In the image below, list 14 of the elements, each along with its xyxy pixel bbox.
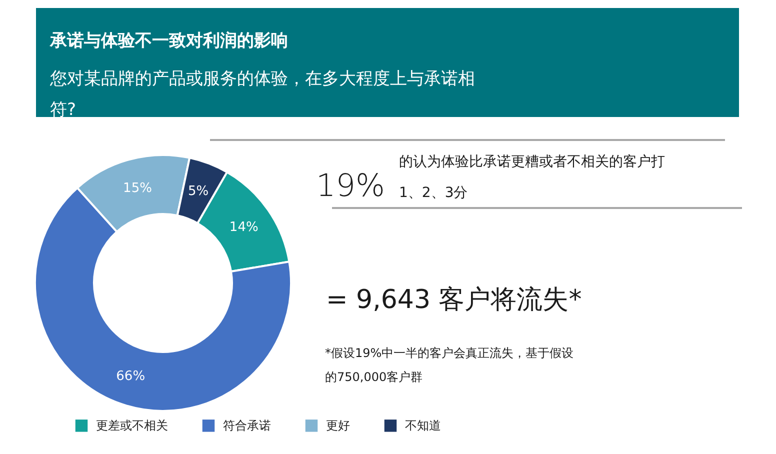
legend-label: 更好 — [326, 418, 350, 433]
legend-label: 符合承诺 — [223, 418, 271, 433]
text: 19% — [316, 168, 385, 204]
legend-label: 更差或不相关 — [96, 418, 168, 433]
text: 的认为体验比承诺更糟或者不相关的客户打1、2、3分 — [399, 153, 666, 203]
chart-subtitle: 您对某品牌的产品或服务的体验，在多大程度上与承诺相符? — [50, 68, 476, 122]
text: *假设19%中一半的客户会真正流失，基于假设的750,000客户群 — [325, 345, 575, 386]
data-label: 66% — [116, 369, 146, 384]
data-label: 14% — [229, 220, 258, 235]
data-label: 5% — [188, 184, 209, 200]
data-label: 15% — [123, 180, 152, 196]
legend-label: 不知道 — [405, 418, 441, 433]
text: = 9,643 客户将流失* — [326, 284, 582, 317]
chart-title: 承诺与体验不一致对利润的影响 — [50, 30, 288, 53]
